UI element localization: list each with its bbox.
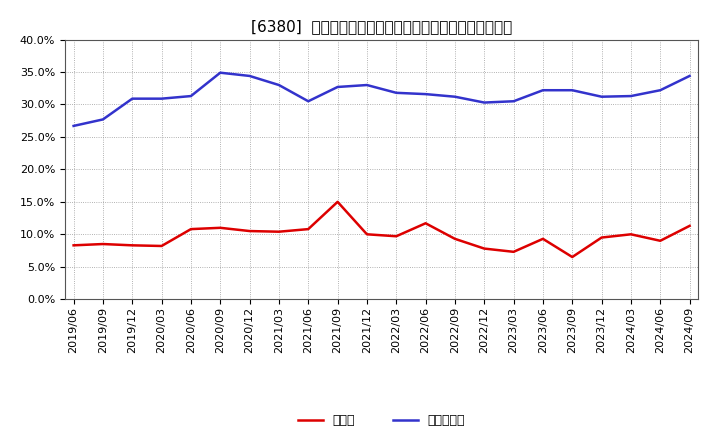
現預金 [626,231,635,237]
現預金 [99,242,107,247]
現預金 [656,238,665,243]
現預金 [685,223,694,228]
有利子負債 [539,88,547,93]
現預金 [274,229,283,235]
現預金 [186,227,195,232]
現預金 [128,243,137,248]
有利子負債 [157,96,166,101]
Line: 有利子負債: 有利子負債 [73,73,690,126]
現預金 [421,220,430,226]
Legend: 現預金, 有利子負債: 現預金, 有利子負債 [298,414,465,428]
有利子負債 [421,92,430,97]
現預金 [363,231,372,237]
現預金 [568,254,577,260]
有利子負債 [685,73,694,79]
有利子負債 [274,82,283,88]
現預金 [333,199,342,205]
有利子負債 [216,70,225,75]
有利子負債 [598,94,606,99]
現預金 [304,227,312,232]
現預金 [451,236,459,242]
有利子負債 [246,73,254,79]
現預金 [598,235,606,240]
有利子負債 [656,88,665,93]
現預金 [246,228,254,234]
有利子負債 [99,117,107,122]
有利子負債 [451,94,459,99]
現預金 [480,246,489,251]
有利子負債 [304,99,312,104]
現預金 [392,234,400,239]
有利子負債 [480,100,489,105]
現預金 [157,243,166,249]
有利子負債 [69,123,78,128]
有利子負債 [392,90,400,95]
Title: [6380]  現預金、有利子負債の総資産に対する比率の推移: [6380] 現預金、有利子負債の総資産に対する比率の推移 [251,19,512,34]
現預金 [69,243,78,248]
現預金 [509,249,518,254]
有利子負債 [509,99,518,104]
有利子負債 [186,93,195,99]
Line: 現預金: 現預金 [73,202,690,257]
有利子負債 [363,82,372,88]
有利子負債 [333,84,342,90]
現預金 [216,225,225,231]
有利子負債 [626,93,635,99]
有利子負債 [128,96,137,101]
現預金 [539,236,547,242]
有利子負債 [568,88,577,93]
